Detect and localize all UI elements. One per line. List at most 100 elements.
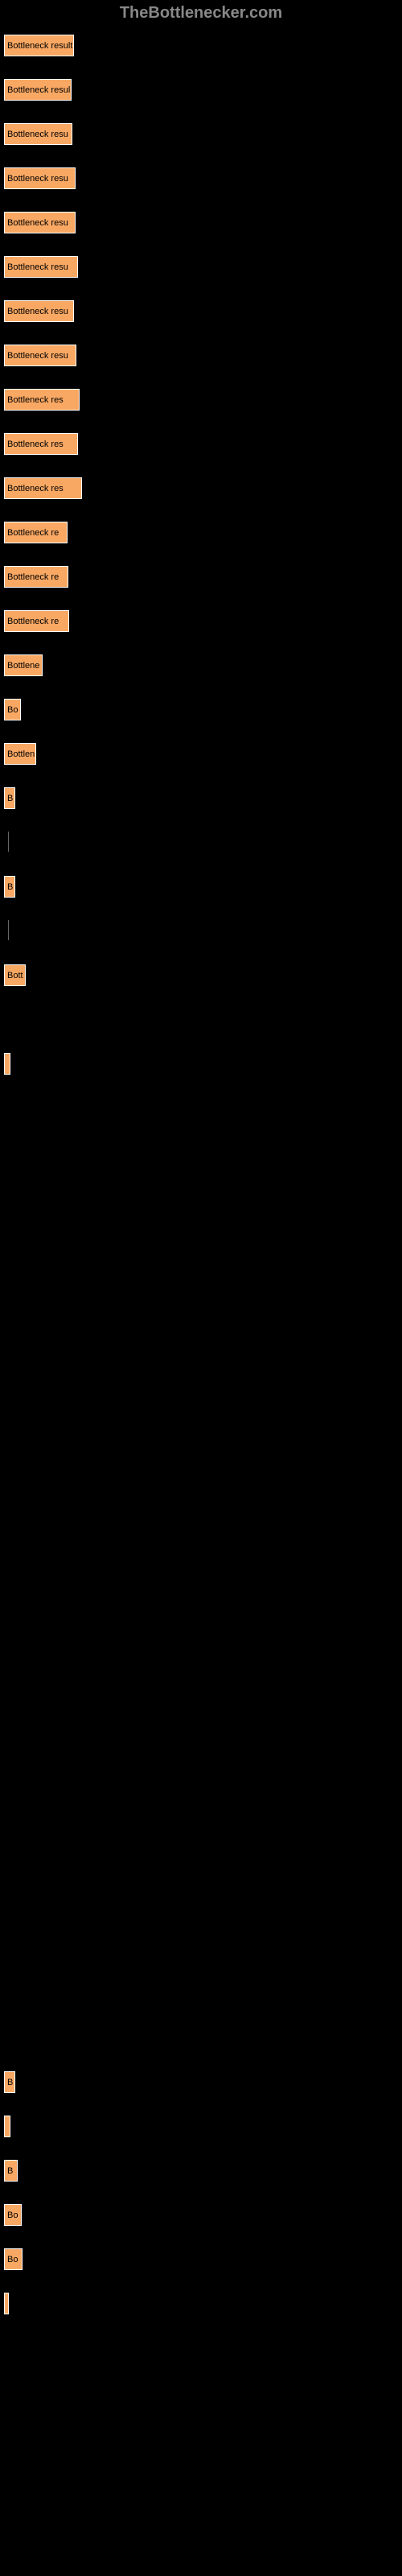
- bar-label: Bottleneck resu: [5, 130, 68, 139]
- bar-row: Bottleneck resu: [4, 345, 398, 365]
- bar-row: Bottlene: [4, 654, 398, 675]
- bar-label: Bottleneck re: [5, 528, 59, 538]
- bar-row: [4, 920, 398, 940]
- bar-row: [4, 832, 398, 852]
- chart-bar[interactable]: Bottleneck re: [4, 566, 68, 588]
- bar-row: Bo: [4, 2204, 398, 2224]
- bar-row: B: [4, 2160, 398, 2180]
- bar-label: Bott: [5, 971, 23, 980]
- chart-bar[interactable]: B: [4, 2160, 18, 2182]
- bar-row: Bottlen: [4, 743, 398, 763]
- chart-bar[interactable]: Bottleneck result: [4, 35, 74, 56]
- bar-row: [4, 1496, 398, 1516]
- bar-row: [4, 2027, 398, 2047]
- bar-label: Bottlene: [5, 661, 39, 671]
- chart-bar[interactable]: [4, 1053, 10, 1075]
- chart-bar[interactable]: Bottleneck resu: [4, 345, 76, 366]
- chart-bar[interactable]: Bottleneck res: [4, 433, 78, 455]
- chart-bar[interactable]: Bottleneck resu: [4, 256, 78, 278]
- bar-row: Bottleneck re: [4, 522, 398, 542]
- bar-label: B: [5, 2166, 13, 2176]
- divider-line: [8, 920, 398, 940]
- chart-bar[interactable]: Bottlen: [4, 743, 36, 765]
- chart-bar[interactable]: Bottleneck resu: [4, 212, 76, 233]
- bar-label: Bottleneck resu: [5, 351, 68, 361]
- bar-row: [4, 1938, 398, 1959]
- chart-bar[interactable]: [4, 2116, 10, 2137]
- bar-label: Bottleneck re: [5, 617, 59, 626]
- bar-row: Bottleneck resul: [4, 79, 398, 99]
- bar-label: Bottleneck res: [5, 395, 64, 405]
- chart-bar[interactable]: Bo: [4, 699, 21, 720]
- chart-bar[interactable]: [4, 2293, 9, 2314]
- chart-bar[interactable]: B: [4, 2071, 15, 2093]
- bar-label: Bottleneck resu: [5, 218, 68, 228]
- chart-bar[interactable]: B: [4, 876, 15, 898]
- bar-row: Bo: [4, 2248, 398, 2268]
- bar-row: Bottleneck res: [4, 389, 398, 409]
- bar-row: [4, 1717, 398, 1737]
- chart-bar[interactable]: Bottlene: [4, 654, 43, 676]
- bar-row: [4, 1451, 398, 1472]
- bar-row: [4, 1673, 398, 1693]
- bar-row: Bott: [4, 964, 398, 985]
- bar-label: Bottleneck resu: [5, 262, 68, 272]
- chart-bar[interactable]: Bottleneck resu: [4, 300, 74, 322]
- chart-bar[interactable]: Bottleneck resu: [4, 167, 76, 189]
- chart-bar[interactable]: Bottleneck res: [4, 477, 82, 499]
- chart-bar[interactable]: Bo: [4, 2248, 23, 2270]
- bar-row: [4, 2116, 398, 2136]
- bar-row: [4, 1186, 398, 1206]
- bar-row: Bottleneck resu: [4, 167, 398, 188]
- bar-label: B: [5, 794, 13, 803]
- bar-row: Bottleneck resu: [4, 123, 398, 143]
- bar-chart: Bottleneck result Bottleneck resul Bottlen…: [0, 27, 402, 2345]
- bar-row: Bottleneck resu: [4, 212, 398, 232]
- bar-row: B: [4, 787, 398, 807]
- bar-row: [4, 1407, 398, 1427]
- bar-row: B: [4, 2071, 398, 2091]
- bar-row: [4, 1983, 398, 2003]
- bar-row: Bottleneck result: [4, 35, 398, 55]
- bar-label: Bottlen: [5, 749, 35, 759]
- chart-bar[interactable]: Bottleneck re: [4, 610, 69, 632]
- chart-bar[interactable]: Bottleneck resul: [4, 79, 72, 101]
- bar-label: Bottleneck res: [5, 440, 64, 449]
- bar-label: B: [5, 2078, 13, 2087]
- chart-bar[interactable]: Bott: [4, 964, 26, 986]
- divider-line: [8, 832, 398, 852]
- site-header: TheBottlenecker.com: [0, 0, 402, 27]
- bar-row: [4, 1540, 398, 1560]
- chart-bar[interactable]: B: [4, 787, 15, 809]
- chart-bar[interactable]: Bottleneck res: [4, 389, 80, 411]
- bar-label: Bottleneck res: [5, 484, 64, 493]
- bar-row: Bottleneck res: [4, 433, 398, 453]
- bar-label: Bottleneck resu: [5, 307, 68, 316]
- bar-row: Bottleneck resu: [4, 256, 398, 276]
- bar-row: [4, 1584, 398, 1604]
- bar-row: [4, 1850, 398, 1870]
- bar-row: Bo: [4, 699, 398, 719]
- bar-label: Bo: [5, 2255, 18, 2264]
- bar-label: Bottleneck resul: [5, 85, 70, 95]
- bar-label: Bo: [5, 2211, 18, 2220]
- bar-row: [4, 1319, 398, 1339]
- bar-row: [4, 1629, 398, 1649]
- bar-label: Bo: [5, 705, 18, 715]
- bar-row: [4, 2293, 398, 2313]
- chart-bar[interactable]: Bo: [4, 2204, 22, 2226]
- bar-row: [4, 1141, 398, 1162]
- bar-row: [4, 1806, 398, 1826]
- chart-bar[interactable]: Bottleneck re: [4, 522, 68, 543]
- bar-row: [4, 1274, 398, 1294]
- bar-row: [4, 1363, 398, 1383]
- bar-label: B: [5, 882, 13, 892]
- bar-row: B: [4, 876, 398, 896]
- chart-bar[interactable]: Bottleneck resu: [4, 123, 72, 145]
- bar-row: Bottleneck res: [4, 477, 398, 497]
- bar-row: [4, 1761, 398, 1781]
- bar-row: Bottleneck resu: [4, 300, 398, 320]
- bar-row: [4, 1097, 398, 1117]
- bar-row: [4, 1230, 398, 1250]
- bar-label: Bottleneck resu: [5, 174, 68, 184]
